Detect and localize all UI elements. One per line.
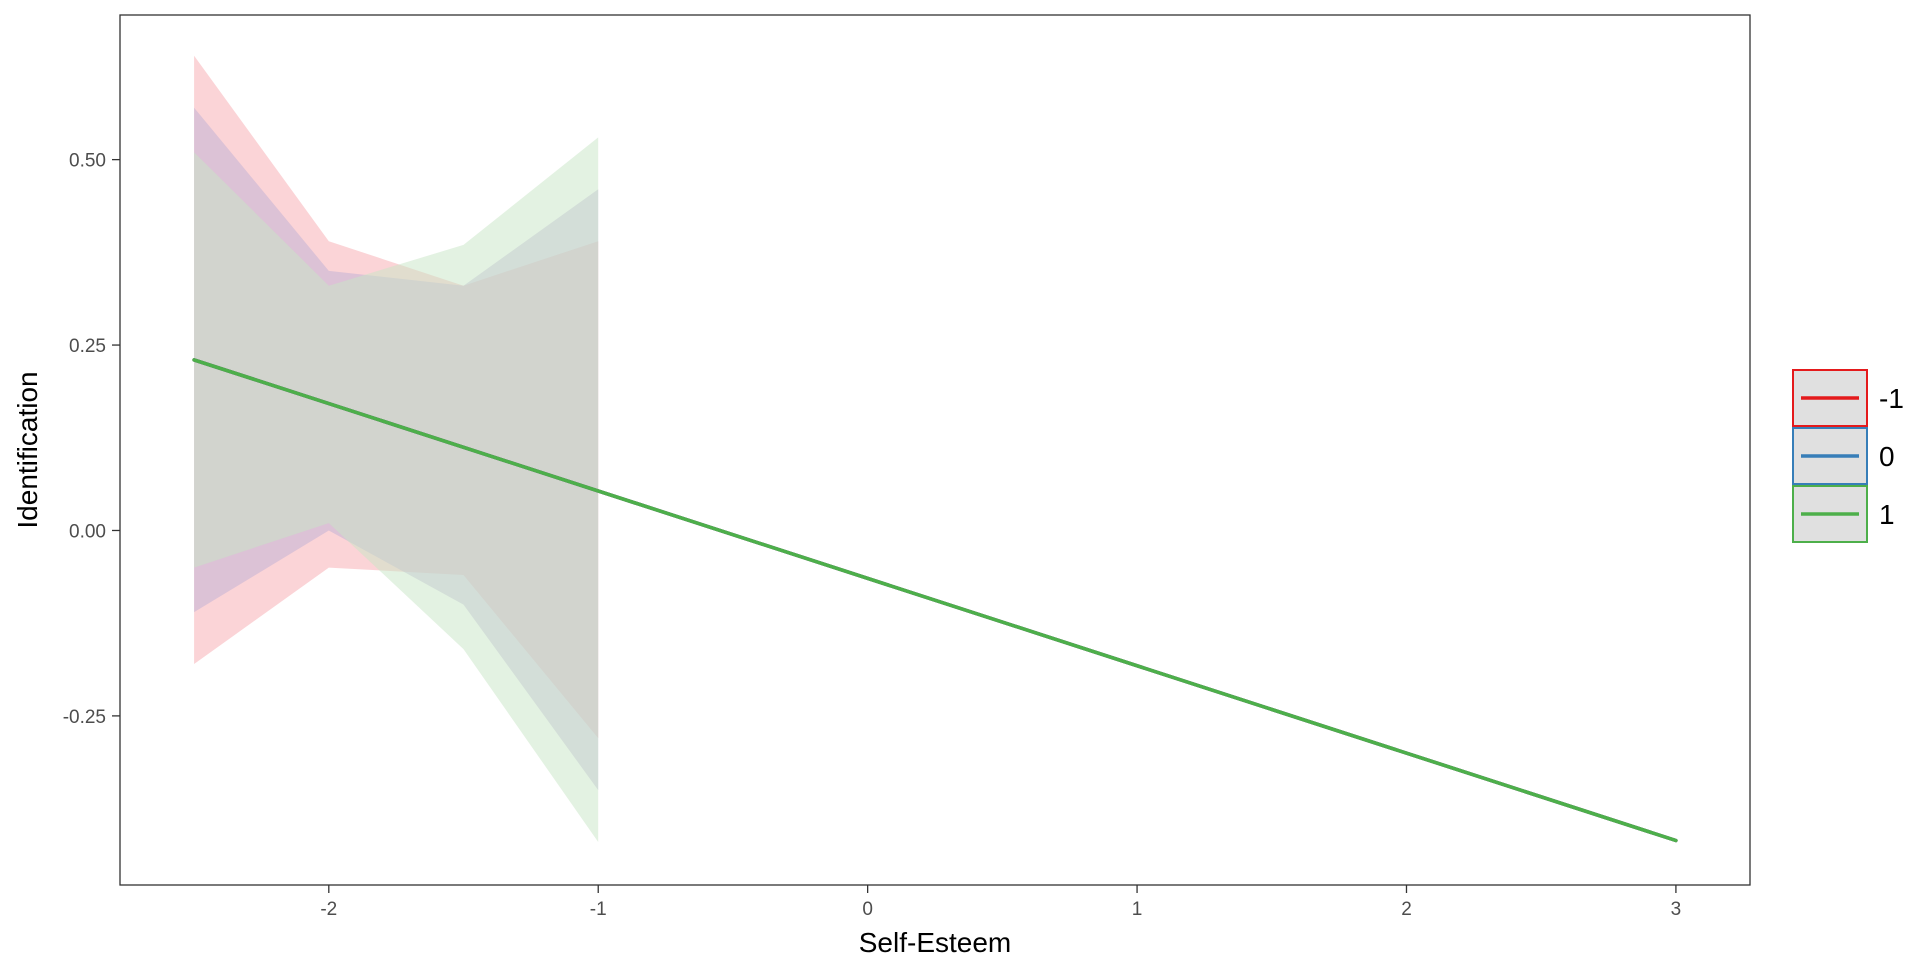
y-tick-label: 0.00: [69, 521, 106, 542]
legend-label-2: 1: [1879, 499, 1895, 530]
confidence-band-2: [194, 137, 599, 842]
x-tick-label: -1: [590, 899, 607, 920]
x-tick-label: 2: [1401, 899, 1412, 920]
y-axis: -0.25 0.00 0.25 0.50: [63, 151, 120, 728]
legend-label-1: 0: [1879, 441, 1895, 472]
x-tick-label: 3: [1671, 899, 1682, 920]
y-tick-label: 0.25: [69, 336, 106, 357]
y-axis-title: Identification: [12, 371, 43, 528]
series-lines: [192, 358, 1678, 843]
series-line-2: [192, 358, 1678, 843]
y-tick-label: 0.50: [69, 151, 106, 172]
legend-label-0: -1: [1879, 383, 1904, 414]
plot-border: [119, 14, 1751, 886]
x-axis: -2 -1 0 1 2 3: [320, 885, 1681, 920]
y-tick-label: -0.25: [63, 707, 106, 728]
x-tick-label: -2: [320, 899, 337, 920]
x-tick-label: 0: [862, 899, 873, 920]
confidence-bands: [194, 55, 599, 842]
legend: -1 0 1: [1792, 369, 1904, 543]
x-axis-title: Self-Esteem: [859, 927, 1012, 958]
x-tick-label: 1: [1132, 899, 1143, 920]
